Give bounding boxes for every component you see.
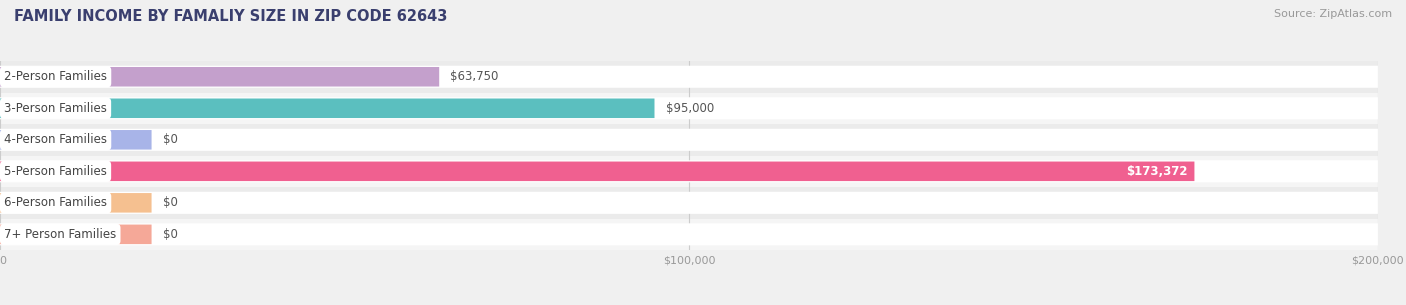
Text: 7+ Person Families: 7+ Person Families [4,228,117,241]
Text: $0: $0 [163,133,177,146]
FancyBboxPatch shape [0,223,1378,245]
Text: 4-Person Families: 4-Person Families [4,133,107,146]
FancyBboxPatch shape [0,129,1378,151]
FancyBboxPatch shape [0,61,1378,92]
Text: $63,750: $63,750 [450,70,499,83]
FancyBboxPatch shape [0,97,1378,119]
FancyBboxPatch shape [0,224,152,244]
Text: 6-Person Families: 6-Person Families [4,196,107,209]
FancyBboxPatch shape [0,92,1378,124]
Text: $173,372: $173,372 [1126,165,1188,178]
Text: 5-Person Families: 5-Person Families [4,165,107,178]
Text: 3-Person Families: 3-Person Families [4,102,107,115]
Text: $0: $0 [163,196,177,209]
Text: Source: ZipAtlas.com: Source: ZipAtlas.com [1274,9,1392,19]
FancyBboxPatch shape [0,162,1195,181]
Text: $95,000: $95,000 [665,102,714,115]
Text: 2-Person Families: 2-Person Families [4,70,107,83]
Text: FAMILY INCOME BY FAMALIY SIZE IN ZIP CODE 62643: FAMILY INCOME BY FAMALIY SIZE IN ZIP COD… [14,9,447,24]
FancyBboxPatch shape [0,160,1378,182]
FancyBboxPatch shape [0,187,1378,219]
FancyBboxPatch shape [0,124,1378,156]
FancyBboxPatch shape [0,130,152,149]
FancyBboxPatch shape [0,99,655,118]
FancyBboxPatch shape [0,156,1378,187]
FancyBboxPatch shape [0,192,1378,214]
FancyBboxPatch shape [0,66,1378,88]
Text: $0: $0 [163,228,177,241]
FancyBboxPatch shape [0,219,1378,250]
FancyBboxPatch shape [0,67,439,87]
FancyBboxPatch shape [0,193,152,213]
